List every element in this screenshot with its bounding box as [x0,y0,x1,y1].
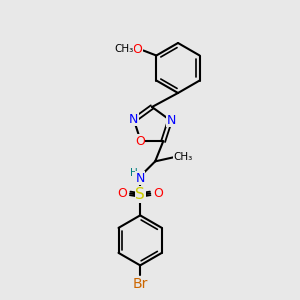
Text: N: N [136,172,145,185]
Text: S: S [135,187,145,202]
Text: CH₃: CH₃ [173,152,193,162]
Text: N: N [167,114,176,127]
Text: O: O [117,187,127,200]
Text: O: O [132,43,142,56]
Text: O: O [153,187,163,200]
Text: H: H [130,168,138,178]
Text: O: O [135,135,145,148]
Text: Br: Br [133,278,148,291]
Text: CH₃: CH₃ [115,44,134,55]
Text: N: N [129,112,139,126]
